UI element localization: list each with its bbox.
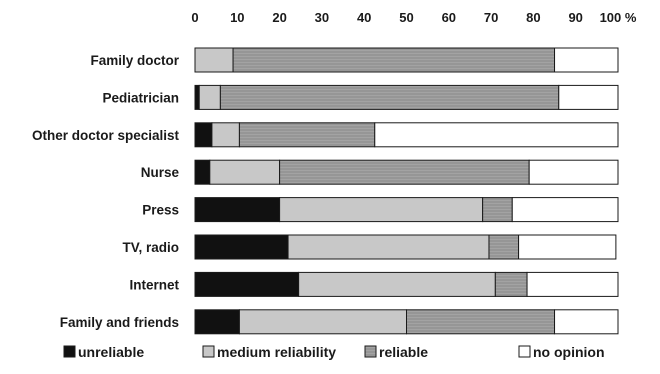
bar-nurse-reliable: [279, 159, 530, 185]
bar-family-and-friends-reliable: [406, 309, 556, 335]
bar-internet-no-opinion: [526, 271, 619, 297]
bar-family-and-friends-no-opinion: [554, 309, 619, 335]
bar-other-doctor-specialist-medium-reliability: [211, 122, 240, 148]
x-tick-label-60: 60: [442, 10, 456, 25]
bar-nurse-unreliable: [194, 159, 211, 185]
legend-swatch-reliable: [364, 345, 377, 358]
bar-other-doctor-specialist-no-opinion: [374, 122, 619, 148]
bar-press-no-opinion: [511, 197, 619, 223]
bar-press-unreliable: [194, 197, 281, 223]
bar-family-doctor-medium-reliability: [194, 47, 234, 73]
category-label-internet: Internet: [129, 277, 179, 292]
x-tick-label-40: 40: [357, 10, 371, 25]
bar-press-reliable: [482, 197, 513, 223]
bar-nurse-medium-reliability: [209, 159, 281, 185]
bar-tv-radio-medium-reliability: [287, 234, 490, 260]
category-label-other-doctor-specialist: Other doctor specialist: [32, 128, 180, 143]
bar-pediatrician-medium-reliability: [198, 84, 221, 110]
x-tick-label-50: 50: [399, 10, 413, 25]
bar-press-medium-reliability: [279, 197, 484, 223]
x-tick-label-20: 20: [272, 10, 286, 25]
x-tick-label-10: 10: [230, 10, 244, 25]
bar-internet-medium-reliability: [298, 271, 496, 297]
bar-tv-radio-unreliable: [194, 234, 289, 260]
bar-pediatrician-no-opinion: [558, 84, 619, 110]
bar-internet-reliable: [494, 271, 528, 297]
bar-family-and-friends-medium-reliability: [238, 309, 407, 335]
bar-family-doctor-reliable: [232, 47, 556, 73]
bar-pediatrician-reliable: [219, 84, 560, 110]
x-tick-label-90: 90: [568, 10, 582, 25]
legend-label-medium-reliability: medium reliability: [217, 344, 336, 360]
x-tick-label-70: 70: [484, 10, 498, 25]
category-labels: Family doctor Pediatrician Other doctor sp…: [32, 53, 180, 330]
bar-tv-radio-no-opinion: [518, 234, 617, 260]
x-axis: 0 10 20 30 40 50 60 70 80 90 100 %: [191, 10, 636, 25]
bar-tv-radio-reliable: [488, 234, 520, 260]
category-label-nurse: Nurse: [141, 165, 180, 180]
bar-family-and-friends-unreliable: [194, 309, 240, 335]
category-label-family-and-friends: Family and friends: [60, 315, 179, 330]
legend: unreliable medium reliability reliable no o…: [63, 344, 605, 360]
bar-nurse-no-opinion: [528, 159, 619, 185]
bar-family-doctor-no-opinion: [554, 47, 619, 73]
x-tick-label-80: 80: [526, 10, 540, 25]
bar-internet-unreliable: [194, 271, 300, 297]
category-label-press: Press: [142, 203, 179, 218]
category-label-pediatrician: Pediatrician: [102, 90, 179, 105]
legend-swatch-unreliable: [63, 345, 76, 358]
bar-other-doctor-specialist-reliable: [238, 122, 376, 148]
bar-other-doctor-specialist-unreliable: [194, 122, 213, 148]
legend-swatch-no-opinion: [518, 345, 531, 358]
legend-label-no-opinion: no opinion: [533, 344, 605, 360]
x-tick-label-30: 30: [315, 10, 329, 25]
legend-label-unreliable: unreliable: [78, 344, 144, 360]
legend-label-reliable: reliable: [379, 344, 428, 360]
bars: [194, 47, 619, 335]
legend-swatch-medium-reliability: [202, 345, 215, 358]
x-tick-label-0: 0: [191, 10, 198, 25]
x-tick-label-100: 100 %: [600, 10, 637, 25]
category-label-family-doctor: Family doctor: [90, 53, 179, 68]
category-label-tv-radio: TV, radio: [122, 240, 179, 255]
bar-pediatrician-unreliable: [194, 84, 200, 110]
